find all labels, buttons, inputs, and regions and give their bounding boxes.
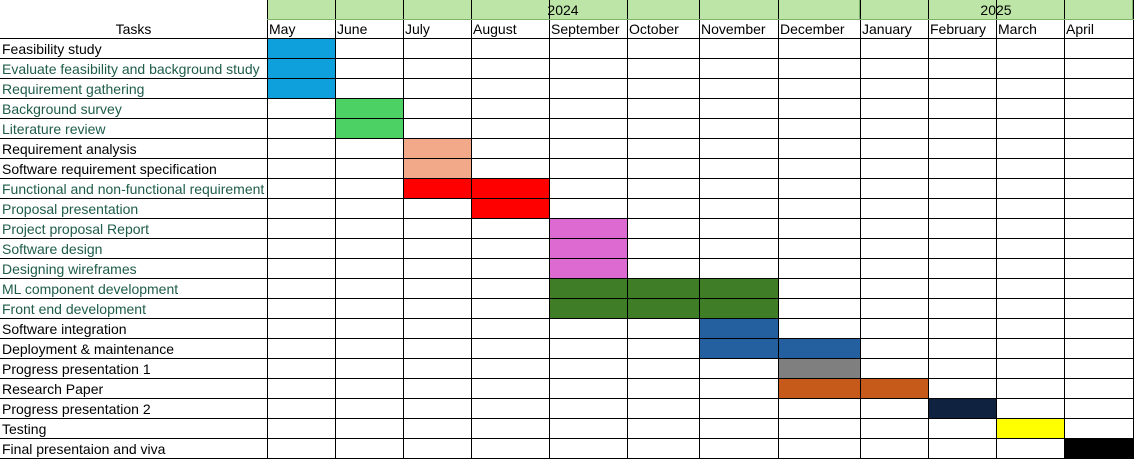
task-bar bbox=[699, 319, 778, 339]
grid-line bbox=[335, 0, 336, 459]
task-label: Final presentaion and viva bbox=[2, 441, 166, 457]
task-label: Background survey bbox=[2, 101, 122, 117]
task-bar bbox=[267, 59, 335, 79]
grid-line bbox=[267, 0, 268, 459]
task-label: Proposal presentation bbox=[2, 201, 139, 217]
grid-line bbox=[0, 218, 1134, 219]
task-label: Functional and non-functional requiremen… bbox=[2, 181, 265, 197]
month-header-may: May bbox=[269, 21, 296, 37]
task-bar bbox=[778, 359, 860, 379]
month-header-november: November bbox=[701, 21, 766, 37]
grid-line bbox=[996, 0, 997, 459]
task-label: Front end development bbox=[2, 301, 146, 317]
grid-line bbox=[0, 158, 1134, 159]
grid-line bbox=[267, 19, 1134, 20]
month-header-june: June bbox=[337, 21, 368, 37]
grid-line bbox=[0, 418, 1134, 419]
task-label: Evaluate feasibility and background stud… bbox=[2, 61, 260, 77]
grid-line bbox=[0, 118, 1134, 119]
task-bar bbox=[403, 159, 471, 179]
grid-line bbox=[0, 238, 1134, 239]
grid-line bbox=[0, 318, 1134, 319]
grid-line bbox=[0, 298, 1134, 299]
grid-line bbox=[0, 38, 1134, 39]
grid-line bbox=[0, 338, 1134, 339]
task-bar bbox=[403, 139, 471, 159]
month-header-march: March bbox=[998, 21, 1037, 37]
task-label: Progress presentation 2 bbox=[2, 401, 151, 417]
task-bar bbox=[549, 239, 627, 259]
task-bar bbox=[335, 119, 403, 139]
task-label: Research Paper bbox=[2, 381, 104, 397]
task-bar bbox=[699, 339, 860, 359]
grid-line bbox=[778, 0, 779, 459]
task-label: Testing bbox=[2, 421, 47, 437]
task-bar bbox=[1064, 439, 1133, 459]
grid-line bbox=[0, 278, 1134, 279]
task-bar bbox=[267, 79, 335, 99]
task-bar bbox=[996, 419, 1064, 439]
task-label: Literature review bbox=[2, 121, 106, 137]
task-bar bbox=[928, 399, 996, 419]
grid-line bbox=[0, 98, 1134, 99]
task-bar bbox=[549, 259, 627, 279]
grid-line bbox=[1133, 0, 1134, 459]
month-header-january: January bbox=[862, 21, 912, 37]
month-header-august: August bbox=[473, 21, 517, 37]
grid-line bbox=[0, 198, 1134, 199]
task-label: Progress presentation 1 bbox=[2, 361, 151, 377]
tasks-column-header: Tasks bbox=[115, 21, 152, 37]
task-label: Software integration bbox=[2, 321, 127, 337]
grid-line bbox=[860, 0, 861, 459]
grid-line bbox=[0, 178, 1134, 179]
year-header-2024: 2024 bbox=[267, 0, 860, 19]
grid-line bbox=[928, 0, 929, 459]
grid-line bbox=[0, 358, 1134, 359]
month-header-july: July bbox=[405, 21, 430, 37]
task-label: Requirement gathering bbox=[2, 81, 145, 97]
task-label: Requirement analysis bbox=[2, 141, 137, 157]
task-bar bbox=[549, 299, 778, 319]
month-header-september: September bbox=[551, 21, 620, 37]
grid-line bbox=[549, 0, 550, 459]
task-label: ML component development bbox=[2, 281, 179, 297]
grid-line bbox=[1064, 0, 1065, 459]
grid-line bbox=[0, 378, 1134, 379]
grid-line bbox=[0, 438, 1134, 439]
task-label: Feasibility study bbox=[2, 41, 102, 57]
task-bar bbox=[403, 179, 549, 199]
task-bar bbox=[549, 279, 778, 299]
task-label: Designing wireframes bbox=[2, 261, 137, 277]
grid-line bbox=[403, 0, 404, 459]
task-bar bbox=[335, 99, 403, 119]
month-header-october: October bbox=[629, 21, 679, 37]
month-header-april: April bbox=[1066, 21, 1095, 37]
grid-line bbox=[0, 78, 1134, 79]
grid-line bbox=[627, 0, 628, 459]
task-bar bbox=[267, 39, 335, 59]
task-bar bbox=[778, 379, 928, 399]
grid-line bbox=[0, 138, 1134, 139]
task-bar bbox=[549, 219, 627, 239]
grid-line bbox=[471, 0, 472, 459]
task-label: Deployment & maintenance bbox=[2, 341, 174, 357]
month-header-december: December bbox=[780, 21, 845, 37]
grid-line bbox=[0, 258, 1134, 259]
task-bar bbox=[471, 199, 549, 219]
grid-line bbox=[0, 58, 1134, 59]
task-label: Software design bbox=[2, 241, 103, 257]
task-label: Project proposal Report bbox=[2, 221, 150, 237]
grid-line bbox=[0, 398, 1134, 399]
month-header-february: February bbox=[930, 21, 987, 37]
grid-line bbox=[699, 0, 700, 459]
task-label: Software requirement specification bbox=[2, 161, 217, 177]
